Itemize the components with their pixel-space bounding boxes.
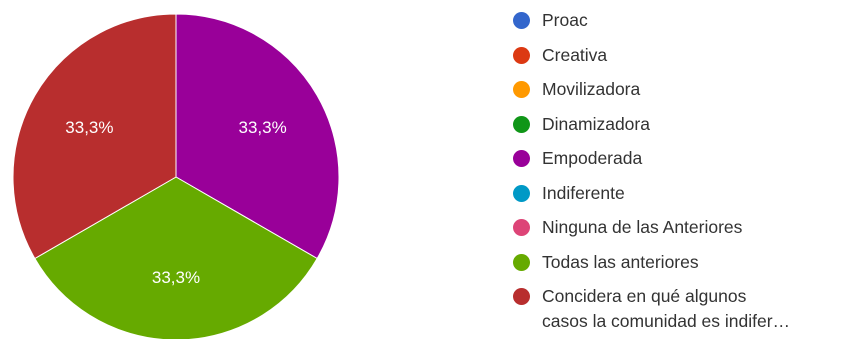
- legend-item-empoderada[interactable]: Empoderada: [513, 146, 843, 181]
- slice-value-label: 33,3%: [152, 268, 200, 287]
- legend-label: Dinamizadora: [542, 113, 650, 134]
- legend-swatch-icon: [513, 184, 530, 202]
- legend-swatch-icon: [513, 12, 530, 29]
- legend-swatch-icon: [513, 288, 530, 305]
- legend-item-todas[interactable]: Todas las anteriores: [513, 250, 843, 285]
- pie-slice-8[interactable]: [34, 176, 318, 339]
- legend-label: Movilizadora: [542, 79, 641, 99]
- legend-item-ninguna[interactable]: Ninguna de las Anteriores: [513, 215, 843, 250]
- slice-value-label: 33,3%: [65, 118, 113, 137]
- legend-swatch-icon: [513, 46, 530, 64]
- legend-item-creativa[interactable]: Creativa: [513, 43, 843, 78]
- legend-swatch-icon: [513, 150, 530, 167]
- legend-label: Concidera en qué algunos casos la comuni…: [542, 286, 791, 331]
- legend-item-proac[interactable]: Proac: [513, 8, 843, 43]
- legend-label: Proac: [542, 10, 588, 30]
- legend-item-concidera[interactable]: Concidera en qué algunos casos la comuni…: [513, 284, 843, 331]
- pie-slice-5[interactable]: [175, 13, 340, 260]
- pie-chart: 33,3% 33,3% 33,3%: [12, 13, 340, 339]
- legend-label: Todas las anteriores: [542, 251, 699, 272]
- legend-swatch-icon: [513, 253, 530, 271]
- legend-item-movilizadora[interactable]: Movilizadora: [513, 77, 843, 112]
- legend-swatch-icon: [513, 115, 530, 133]
- legend-label: Creativa: [542, 44, 608, 65]
- legend-item-indiferente[interactable]: Indiferente: [513, 181, 843, 216]
- pie-slice-9[interactable]: [12, 13, 177, 260]
- slice-value-label: 33,3%: [239, 118, 287, 137]
- legend-label: Empoderada: [542, 148, 643, 168]
- legend-label: Ninguna de las Anteriores: [542, 217, 743, 237]
- legend-label: Indiferente: [542, 182, 625, 203]
- legend-swatch-icon: [513, 219, 530, 236]
- chart-legend: Proac Creativa Movilizadora Dinamizadora…: [513, 8, 843, 331]
- legend-item-dinamizadora[interactable]: Dinamizadora: [513, 112, 843, 147]
- legend-swatch-icon: [513, 81, 530, 98]
